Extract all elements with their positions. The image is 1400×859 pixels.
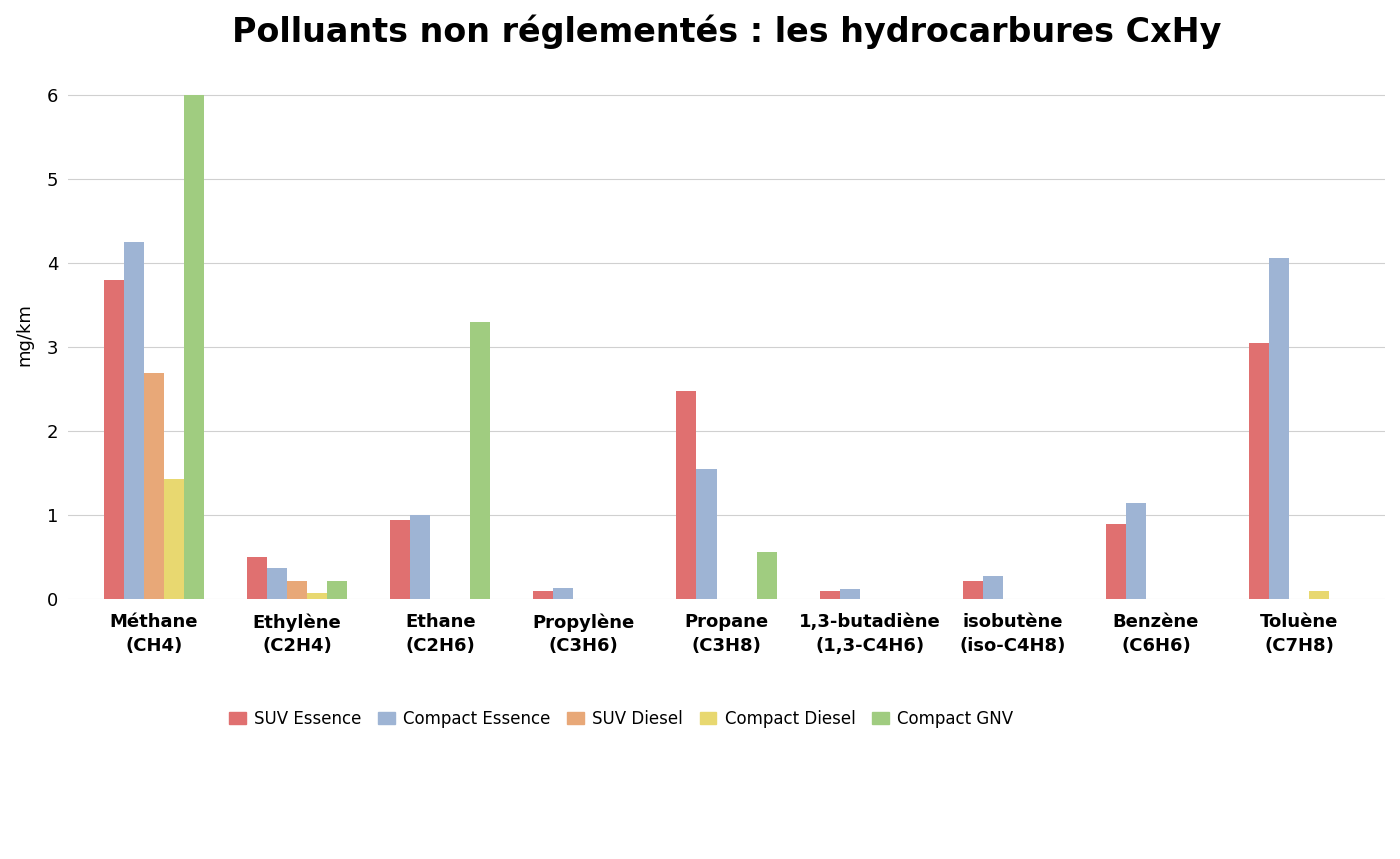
Bar: [1268, 258, 1289, 600]
Bar: [983, 576, 1002, 600]
Bar: [164, 479, 183, 600]
Bar: [391, 520, 410, 600]
Bar: [183, 95, 204, 600]
Y-axis label: mg/km: mg/km: [15, 303, 34, 366]
Bar: [410, 515, 430, 600]
Legend: SUV Essence, Compact Essence, SUV Diesel, Compact Diesel, Compact GNV: SUV Essence, Compact Essence, SUV Diesel…: [223, 703, 1019, 734]
Bar: [125, 242, 144, 600]
Bar: [470, 322, 490, 600]
Bar: [1106, 524, 1126, 600]
Bar: [267, 569, 287, 600]
Bar: [533, 591, 553, 600]
Bar: [104, 280, 125, 600]
Bar: [1309, 591, 1329, 600]
Bar: [819, 591, 840, 600]
Bar: [144, 373, 164, 600]
Bar: [1249, 344, 1268, 600]
Bar: [287, 581, 307, 600]
Bar: [328, 581, 347, 600]
Bar: [553, 588, 574, 600]
Bar: [696, 469, 717, 600]
Bar: [246, 557, 267, 600]
Bar: [963, 581, 983, 600]
Title: Polluants non réglementés : les hydrocarbures CxHy: Polluants non réglementés : les hydrocar…: [232, 15, 1221, 50]
Bar: [756, 551, 777, 600]
Bar: [676, 391, 696, 600]
Bar: [1126, 503, 1147, 600]
Bar: [307, 594, 328, 600]
Bar: [840, 589, 860, 600]
